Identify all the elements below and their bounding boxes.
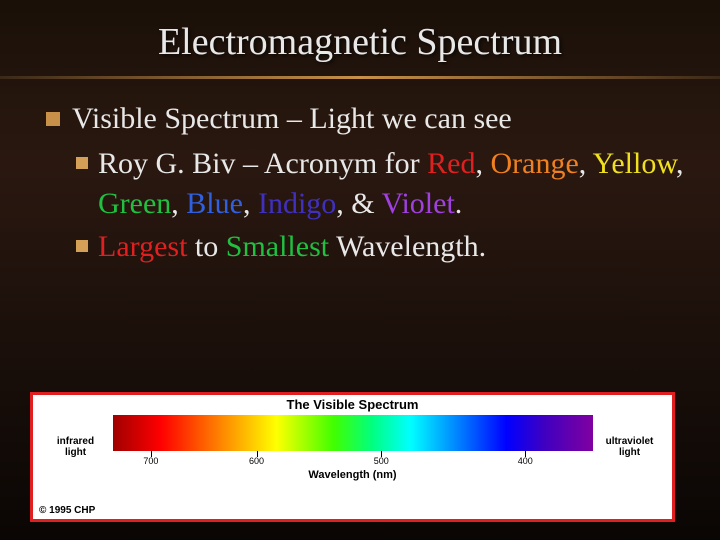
bullet-l2a-text: Roy G. Biv – Acronym for Red, Orange, Ye…	[98, 144, 690, 225]
sep: ,	[676, 147, 684, 180]
bullet-level2-wavelength: Largest to Smallest Wavelength.	[46, 227, 690, 268]
end: Wavelength.	[329, 230, 486, 263]
sep: ,	[579, 147, 593, 180]
uv-line2: light	[619, 447, 640, 458]
bullet-square-icon	[76, 240, 88, 252]
content-area: Visible Spectrum – Light we can see Roy …	[0, 99, 720, 267]
axis-tick-label: 700	[143, 456, 158, 466]
spectrum-row: infrared light 700600500400 Wavelength (…	[33, 413, 672, 481]
infrared-line2: light	[65, 447, 86, 458]
sep: ,	[171, 187, 186, 220]
slide-title: Electromagnetic Spectrum	[0, 20, 720, 76]
spectrum-gradient-bar	[113, 415, 593, 451]
title-divider	[0, 76, 720, 79]
sep: ,	[336, 187, 351, 220]
bullet-l1-text: Visible Spectrum – Light we can see	[72, 99, 690, 140]
word-violet: Violet	[382, 187, 455, 220]
word-smallest: Smallest	[226, 230, 329, 263]
spectrum-ticks: 700600500400	[113, 451, 593, 459]
spectrum-bar-wrap: 700600500400 Wavelength (nm)	[113, 413, 593, 481]
spectrum-title: The Visible Spectrum	[33, 395, 672, 413]
axis-tick-label: 400	[518, 456, 533, 466]
mid: to	[187, 230, 225, 263]
word-indigo: Indigo	[258, 187, 336, 220]
period: .	[455, 187, 463, 220]
sep: ,	[475, 147, 490, 180]
word-green: Green	[98, 187, 171, 220]
sep: ,	[243, 187, 258, 220]
ultraviolet-label: ultraviolet light	[599, 436, 661, 458]
word-orange: Orange	[490, 147, 578, 180]
spectrum-xlabel: Wavelength (nm)	[113, 469, 593, 481]
word-blue: Blue	[186, 187, 243, 220]
axis-tick-label: 500	[374, 456, 389, 466]
word-yellow: Yellow	[593, 147, 676, 180]
bullet-l2b-text: Largest to Smallest Wavelength.	[98, 227, 690, 268]
uv-line1: ultraviolet	[606, 436, 654, 447]
word-red: Red	[427, 147, 475, 180]
slide: Electromagnetic Spectrum Visible Spectru…	[0, 0, 720, 540]
bullet-level2-roygbiv: Roy G. Biv – Acronym for Red, Orange, Ye…	[46, 144, 690, 225]
infrared-label: infrared light	[45, 436, 107, 458]
bullet-level1: Visible Spectrum – Light we can see	[46, 99, 690, 140]
infrared-line1: infrared	[57, 436, 94, 447]
visible-spectrum-chart: The Visible Spectrum infrared light 7006…	[30, 392, 675, 522]
bullet-square-icon	[46, 112, 60, 126]
word-largest: Largest	[98, 230, 187, 263]
amp: &	[351, 187, 381, 220]
l2a-lead: Roy G. Biv – Acronym for	[98, 147, 427, 180]
bullet-square-icon	[76, 157, 88, 169]
copyright-text: © 1995 CHP	[39, 505, 95, 516]
axis-tick-label: 600	[249, 456, 264, 466]
